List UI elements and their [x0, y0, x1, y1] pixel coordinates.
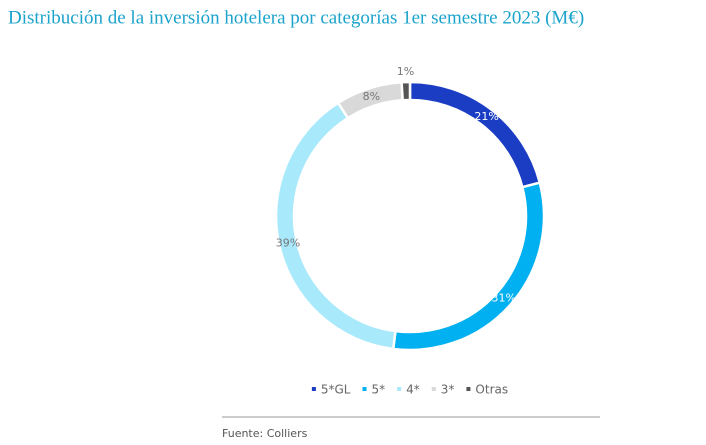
data-label: 1%	[397, 65, 414, 78]
legend-label: 5*GL	[321, 383, 351, 397]
legend-marker	[311, 387, 316, 391]
legend-label: Otras	[475, 383, 508, 397]
data-label: 39%	[276, 236, 300, 249]
data-label: 31%	[492, 292, 516, 305]
chart-title: Distribución de la inversión hotelera po…	[8, 7, 584, 28]
donut-segment	[400, 80, 412, 102]
donut-segment	[391, 181, 546, 352]
data-label: 8%	[363, 90, 380, 103]
legend-label: 4*	[406, 383, 420, 397]
donut-segment	[408, 80, 542, 189]
donut-segment	[274, 101, 397, 351]
legend-marker	[466, 387, 471, 391]
legend-marker	[362, 387, 367, 391]
legend-marker	[397, 387, 402, 391]
legend-label: 3*	[441, 383, 455, 397]
legend-label: 5*	[372, 383, 386, 397]
source: Fuente: Colliers	[222, 427, 308, 440]
data-label: 21%	[474, 110, 498, 123]
legend-marker	[431, 387, 436, 391]
